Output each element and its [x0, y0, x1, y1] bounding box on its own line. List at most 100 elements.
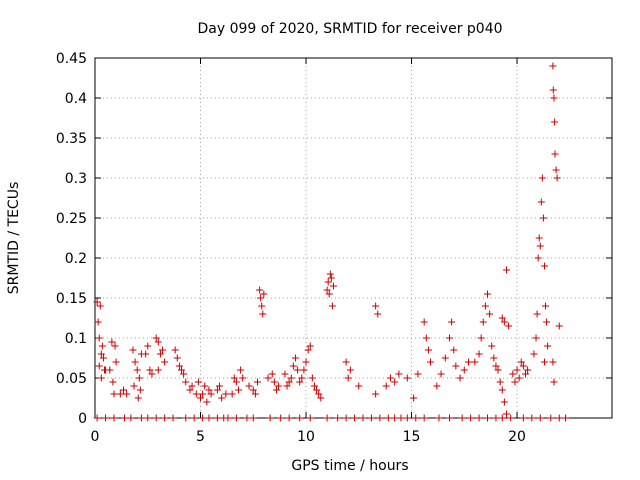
data-point [93, 298, 101, 306]
baseline-point [190, 414, 198, 422]
data-point [513, 366, 521, 374]
baseline-point [547, 414, 555, 422]
data-point [180, 370, 188, 378]
data-point [498, 314, 506, 322]
baseline-point [519, 414, 527, 422]
data-point [486, 310, 494, 318]
data-point [98, 342, 106, 350]
y-tick-label: 0.2 [65, 251, 87, 267]
data-point [346, 366, 354, 374]
baseline-point [403, 414, 411, 422]
data-point [433, 382, 441, 390]
data-point [109, 378, 117, 386]
data-point [178, 366, 186, 374]
data-point [414, 370, 422, 378]
data-point [291, 354, 299, 362]
baseline-point [446, 414, 454, 422]
data-point [310, 382, 318, 390]
baseline-point [243, 414, 251, 422]
data-point [268, 370, 276, 378]
y-tick-label: 0.45 [56, 51, 87, 67]
baseline-point [102, 414, 110, 422]
data-point [296, 378, 304, 386]
data-point [257, 294, 265, 302]
data-point [446, 334, 454, 342]
baseline-point [458, 414, 466, 422]
data-point [300, 366, 308, 374]
baseline-point [467, 414, 475, 422]
data-point [549, 358, 557, 366]
data-point [97, 350, 105, 358]
data-point [129, 346, 137, 354]
baseline-point [137, 414, 145, 422]
data-point [542, 302, 550, 310]
data-point [281, 370, 289, 378]
data-point [553, 174, 561, 182]
data-point [420, 318, 428, 326]
baseline-point [277, 414, 285, 422]
data-point [437, 370, 445, 378]
data-point [475, 350, 483, 358]
data-point [424, 346, 432, 354]
baseline-point [127, 414, 135, 422]
data-point [171, 346, 179, 354]
data-point [471, 358, 479, 366]
data-point [249, 386, 257, 394]
data-point [540, 358, 548, 366]
data-point [452, 362, 460, 370]
baseline-point [498, 414, 506, 422]
data-point [552, 166, 560, 174]
data-point [154, 338, 162, 346]
data-point [152, 334, 160, 342]
baseline-point [367, 414, 375, 422]
data-point [539, 214, 547, 222]
data-point [144, 342, 152, 350]
data-point [535, 234, 543, 242]
y-tick-label: 0.05 [56, 371, 87, 387]
data-point [304, 346, 312, 354]
baseline-point [144, 414, 152, 422]
data-point [524, 366, 532, 374]
data-point [302, 358, 310, 366]
baseline-point [93, 414, 101, 422]
chart-title: Day 099 of 2020, SRMTID for receiver p04… [197, 21, 502, 37]
data-point [275, 382, 283, 390]
baseline-point [562, 414, 570, 422]
data-point [342, 358, 350, 366]
baseline-point [334, 414, 342, 422]
data-point [492, 362, 500, 370]
data-point [460, 366, 468, 374]
data-point [298, 374, 306, 382]
data-point [344, 374, 352, 382]
baseline-point [528, 414, 536, 422]
baseline-point [110, 414, 118, 422]
baseline-point [161, 414, 169, 422]
y-tick-labels: 0 0.05 0.1 0.15 0.2 0.25 0.3 0.35 0.4 0.45 [56, 51, 87, 427]
data-point [519, 362, 527, 370]
baseline-point [420, 414, 428, 422]
data-point [259, 310, 267, 318]
data-point [95, 334, 103, 342]
data-point [239, 374, 247, 382]
data-point [161, 358, 169, 366]
data-point [441, 354, 449, 362]
data-point [205, 386, 213, 394]
data-point [386, 374, 394, 382]
baseline-point [483, 414, 491, 422]
data-point [317, 394, 325, 402]
data-point [111, 342, 119, 350]
data-point [530, 350, 538, 358]
data-point [505, 322, 513, 330]
x-tick-label: 0 [91, 429, 100, 445]
data-point [551, 150, 559, 158]
data-point [194, 378, 202, 386]
data-point [490, 354, 498, 362]
data-point [159, 346, 167, 354]
y-tick-label: 0.1 [65, 331, 87, 347]
data-point [230, 374, 238, 382]
data-point [136, 386, 144, 394]
data-point [355, 382, 363, 390]
data-point [509, 370, 517, 378]
x-tick-label: 15 [403, 429, 421, 445]
